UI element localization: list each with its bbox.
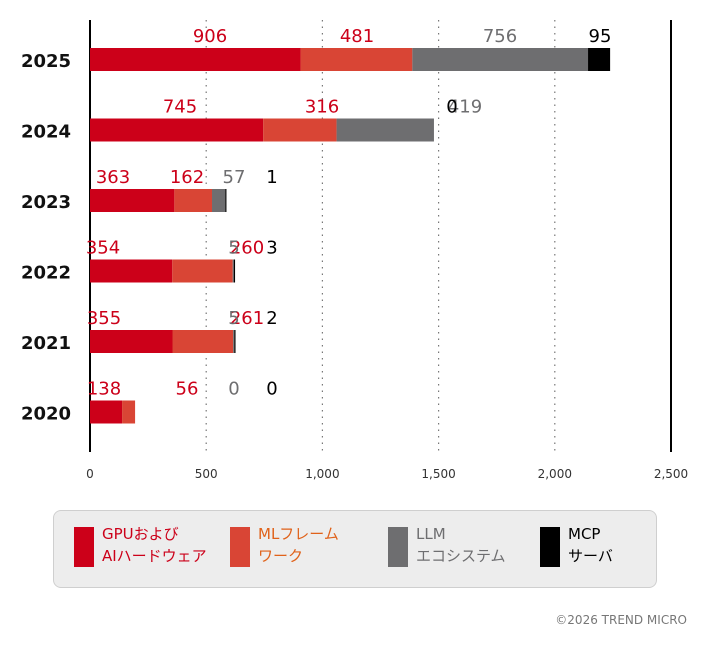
data-label: 260 xyxy=(230,238,264,259)
data-label: 0 xyxy=(446,97,457,118)
data-label: 3 xyxy=(266,238,277,259)
bar-segment xyxy=(234,330,236,353)
x-tick-label: 2,500 xyxy=(654,467,688,481)
x-tick-label: 1,500 xyxy=(421,467,455,481)
category-label: 2025 xyxy=(21,51,71,72)
bar-segment xyxy=(90,400,123,424)
data-label: 363 xyxy=(96,167,130,188)
legend-item-llm: LLM エコシステム xyxy=(388,525,506,567)
data-label: 261 xyxy=(230,308,264,329)
data-label: 419 xyxy=(448,97,482,118)
data-label: 354 xyxy=(86,238,120,259)
data-label: 355 xyxy=(87,308,121,329)
bar-segment xyxy=(172,330,234,353)
bar-segment xyxy=(90,330,173,353)
x-tick-label: 500 xyxy=(195,467,218,481)
data-label: 756 xyxy=(483,26,517,47)
bar-segment xyxy=(336,118,434,142)
data-label: 0 xyxy=(266,379,277,400)
bar-segment xyxy=(212,189,226,212)
legend-swatch-llm xyxy=(388,527,408,567)
bar-segment xyxy=(233,330,235,353)
category-label: 2021 xyxy=(21,333,71,354)
data-label: 5 xyxy=(228,238,239,259)
bar-segment xyxy=(174,189,213,212)
legend: GPUおよび AIハードウェア MLフレーム ワーク LLM エコシステム MCP サー… xyxy=(53,510,657,588)
legend-item-ml: MLフレーム ワーク xyxy=(230,525,339,567)
legend-swatch-gpu xyxy=(74,527,94,567)
legend-item-gpu: GPUおよび AIハードウェア xyxy=(74,525,207,567)
bar-segment xyxy=(233,259,236,283)
legend-label-mcp: MCP サーバ xyxy=(568,525,613,565)
bar-segment xyxy=(588,48,611,71)
data-label: 5 xyxy=(228,308,239,329)
bar-segment xyxy=(172,259,233,283)
data-label: 906 xyxy=(193,26,227,47)
data-label: 138 xyxy=(87,379,121,400)
data-label: 0 xyxy=(228,379,239,400)
legend-swatch-mcp xyxy=(540,527,560,567)
bar-segment xyxy=(300,48,413,71)
category-label: 2023 xyxy=(21,192,71,213)
data-label: 2 xyxy=(266,308,277,329)
data-label: 481 xyxy=(340,26,374,47)
legend-swatch-ml xyxy=(230,527,250,567)
category-label: 2020 xyxy=(21,404,71,425)
bar-segment xyxy=(90,48,301,71)
bar-segment xyxy=(122,400,136,424)
data-label: 56 xyxy=(176,379,199,400)
data-label: 162 xyxy=(170,167,204,188)
data-label: 316 xyxy=(305,97,339,118)
bar-segment xyxy=(90,118,264,142)
data-label: 95 xyxy=(589,26,612,47)
bar-segment xyxy=(225,189,227,212)
legend-label-gpu: GPUおよび AIハードウェア xyxy=(102,525,207,565)
bar-segment xyxy=(232,259,234,283)
legend-label-ml: MLフレーム ワーク xyxy=(258,525,339,565)
bar-segment xyxy=(90,189,175,212)
bar-segment xyxy=(412,48,589,71)
legend-label-llm: LLM エコシステム xyxy=(416,525,506,565)
x-tick-label: 2,000 xyxy=(538,467,572,481)
data-label: 1 xyxy=(266,167,277,188)
bar-segment xyxy=(263,118,337,142)
data-label: 745 xyxy=(163,97,197,118)
copyright: ©2026 TREND MICRO xyxy=(555,613,687,627)
category-label: 2024 xyxy=(21,122,71,143)
x-tick-label: 0 xyxy=(86,467,94,481)
bar-segment xyxy=(90,259,173,283)
legend-item-mcp: MCP サーバ xyxy=(540,525,613,567)
x-tick-label: 1,000 xyxy=(305,467,339,481)
category-label: 2022 xyxy=(21,263,71,284)
data-label: 57 xyxy=(223,167,246,188)
